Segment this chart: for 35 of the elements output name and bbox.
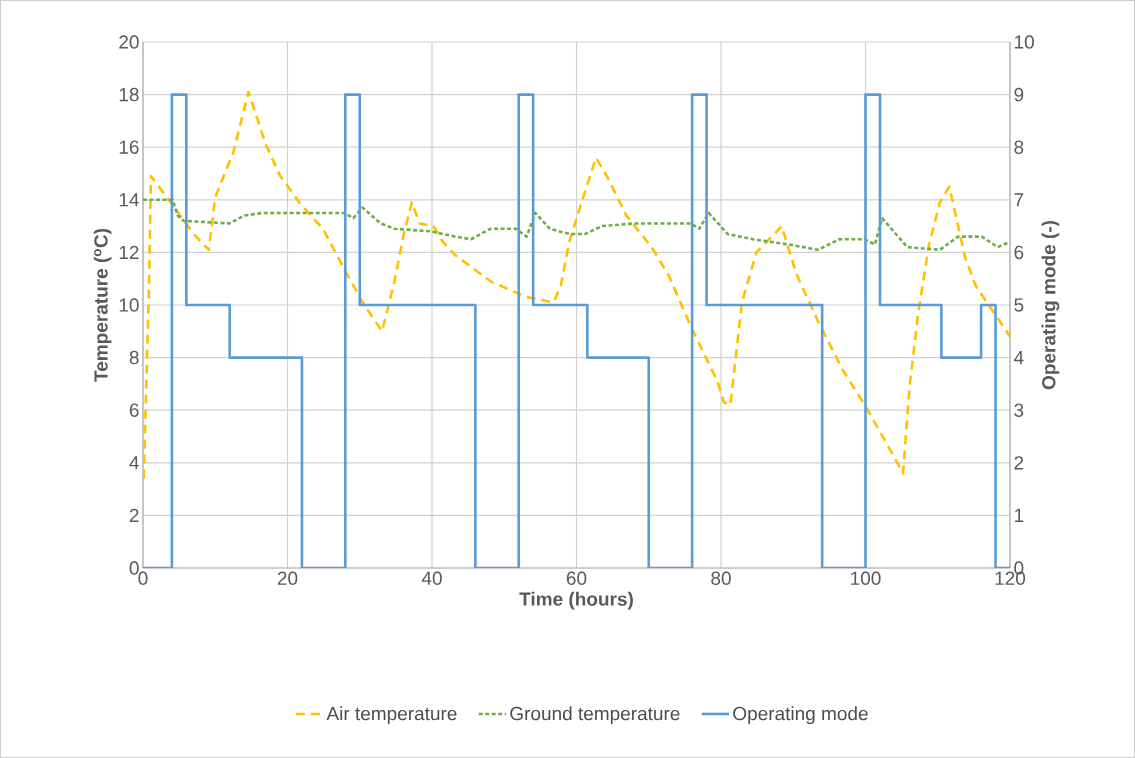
legend-label: Air temperature [326, 706, 457, 725]
legend-label: Operating mode [733, 706, 868, 725]
x-tick-label: 0 [138, 571, 148, 585]
y2-tick-label: 6 [1014, 245, 1024, 260]
y-tick-label: 14 [119, 193, 139, 207]
y2-tick-label: 7 [1014, 193, 1024, 207]
y-tick-label: 0 [129, 561, 139, 575]
y-tick-label: 20 [119, 35, 139, 49]
x-tick-label: 100 [851, 571, 881, 585]
x-axis-title: Time (hours) [519, 591, 633, 610]
legend-label: Ground temperature [510, 706, 680, 725]
x-tick-label: 40 [421, 571, 442, 585]
y2-tick-label: 9 [1014, 87, 1024, 102]
y-tick-label: 8 [129, 350, 139, 365]
y2-axis-title: Operating mode (-) [1041, 220, 1060, 390]
y-tick-label: 18 [119, 87, 139, 102]
y2-tick-label: 8 [1014, 140, 1024, 154]
y-tick-label: 6 [129, 403, 139, 417]
y2-tick-label: 4 [1013, 351, 1024, 365]
x-tick-label: 20 [277, 571, 298, 585]
y2-tick-label: 2 [1014, 456, 1024, 470]
y2-tick-label: 10 [1014, 35, 1034, 49]
y2-tick-label: 5 [1014, 298, 1024, 312]
x-tick-label: 60 [566, 571, 587, 585]
y-tick-label: 2 [129, 508, 139, 523]
y-tick-label: 12 [119, 245, 139, 260]
line-series [143, 198, 1011, 252]
x-tick-label: 80 [711, 571, 731, 585]
y-tick-label: 10 [119, 298, 139, 312]
y-axis-title: Temperature ($^{o}$C) [93, 228, 112, 382]
y-tick-label: 4 [129, 456, 139, 470]
line-series [143, 90, 1011, 480]
y2-tick-label: 1 [1014, 508, 1024, 522]
y-tick-label: 16 [119, 140, 139, 154]
y2-tick-label: 3 [1014, 403, 1024, 417]
